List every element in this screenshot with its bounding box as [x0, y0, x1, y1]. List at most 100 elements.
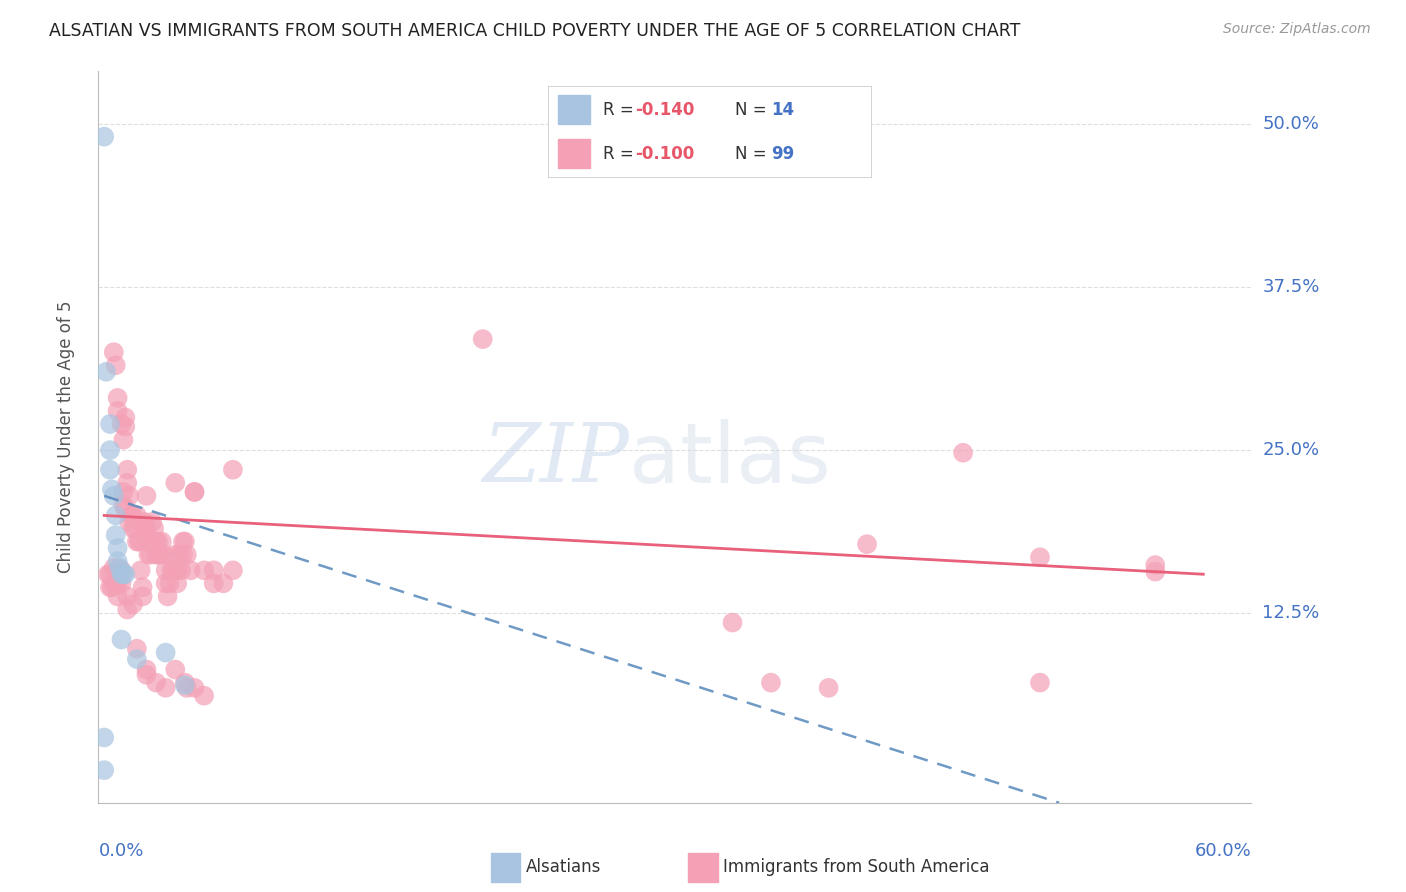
Point: [103, 576, 125, 591]
Point: [145, 675, 167, 690]
FancyBboxPatch shape: [491, 854, 520, 881]
Point: [101, 580, 124, 594]
Point: [107, 404, 129, 418]
Point: [129, 534, 152, 549]
Point: [103, 489, 125, 503]
Point: [118, 489, 141, 503]
Point: [110, 567, 132, 582]
Point: [107, 391, 129, 405]
Point: [155, 576, 177, 591]
Point: [165, 663, 187, 677]
Point: [139, 534, 162, 549]
Point: [107, 541, 129, 555]
Point: [128, 534, 150, 549]
Point: [145, 534, 167, 549]
Point: [135, 663, 157, 677]
Point: [125, 508, 148, 523]
Point: [166, 576, 188, 591]
Point: [110, 576, 132, 591]
Point: [155, 563, 177, 577]
Text: atlas: atlas: [628, 418, 831, 500]
Text: 25.0%: 25.0%: [1263, 442, 1320, 459]
Text: Alsatians: Alsatians: [526, 858, 600, 877]
Point: [94, 365, 117, 379]
Point: [135, 667, 157, 682]
Point: [98, 443, 121, 458]
Text: ZIP: ZIP: [482, 419, 628, 499]
Point: [101, 483, 124, 497]
Point: [174, 678, 197, 692]
Point: [135, 489, 157, 503]
Point: [135, 521, 157, 535]
Point: [93, 763, 115, 777]
Point: [155, 646, 177, 660]
Point: [134, 515, 156, 529]
Point: [176, 548, 198, 562]
Point: [104, 358, 127, 372]
Point: [170, 563, 193, 577]
Text: 50.0%: 50.0%: [1263, 114, 1319, 133]
Point: [1144, 558, 1167, 573]
Point: [98, 463, 121, 477]
Point: [108, 563, 131, 577]
Point: [125, 652, 148, 666]
Point: [107, 576, 129, 591]
Text: ALSATIAN VS IMMIGRANTS FROM SOUTH AMERICA CHILD POVERTY UNDER THE AGE OF 5 CORRE: ALSATIAN VS IMMIGRANTS FROM SOUTH AMERIC…: [49, 22, 1021, 40]
Point: [160, 563, 183, 577]
Point: [212, 576, 235, 591]
Point: [202, 563, 225, 577]
Point: [165, 475, 187, 490]
Point: [172, 534, 194, 549]
Point: [150, 534, 173, 549]
Point: [222, 563, 245, 577]
Point: [122, 597, 145, 611]
Point: [138, 534, 160, 549]
Point: [98, 417, 121, 431]
Point: [93, 129, 115, 144]
Point: [180, 563, 202, 577]
Point: [125, 534, 148, 549]
Point: [122, 521, 145, 535]
Point: [149, 548, 172, 562]
Point: [1144, 565, 1167, 579]
Point: [107, 554, 129, 568]
Point: [856, 537, 879, 551]
Point: [131, 590, 153, 604]
Point: [166, 563, 188, 577]
FancyBboxPatch shape: [689, 854, 718, 881]
Text: 0.0%: 0.0%: [98, 842, 143, 860]
Point: [162, 563, 184, 577]
Point: [125, 641, 148, 656]
Point: [131, 580, 153, 594]
Point: [145, 548, 167, 562]
Point: [141, 515, 163, 529]
Point: [165, 548, 187, 562]
Point: [156, 590, 179, 604]
Point: [183, 485, 205, 500]
Point: [118, 515, 141, 529]
Point: [114, 419, 136, 434]
Point: [146, 534, 169, 549]
Y-axis label: Child Poverty Under the Age of 5: Child Poverty Under the Age of 5: [56, 301, 75, 574]
Point: [117, 475, 139, 490]
Point: [108, 560, 131, 574]
Point: [122, 508, 145, 523]
Point: [193, 689, 215, 703]
Point: [721, 615, 744, 630]
Point: [952, 446, 974, 460]
Point: [174, 534, 197, 549]
Point: [159, 576, 181, 591]
Point: [112, 433, 135, 447]
Point: [110, 632, 132, 647]
Point: [114, 567, 136, 582]
Point: [129, 563, 152, 577]
Point: [104, 528, 127, 542]
Point: [112, 485, 135, 500]
Point: [471, 332, 494, 346]
Point: [124, 521, 146, 535]
Point: [1029, 675, 1052, 690]
Point: [817, 681, 839, 695]
Point: [110, 417, 132, 431]
Point: [107, 590, 129, 604]
Point: [112, 567, 135, 582]
